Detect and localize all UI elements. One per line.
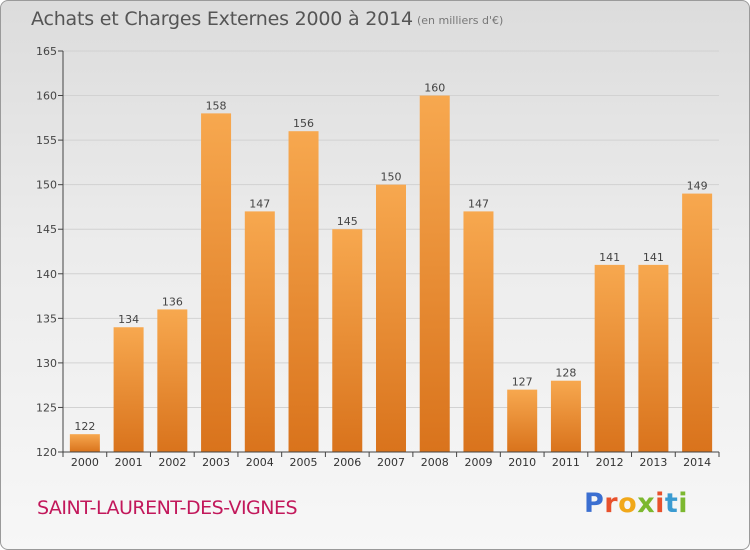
- data-label: 145: [337, 215, 358, 228]
- data-label: 141: [599, 251, 620, 264]
- bar: [113, 327, 144, 452]
- bar: [419, 95, 450, 453]
- y-tick-label: 135: [36, 312, 57, 325]
- y-tick-label: 155: [36, 134, 57, 147]
- bar: [244, 211, 275, 452]
- x-tick-label: 2013: [639, 456, 667, 469]
- data-label: 122: [74, 420, 95, 433]
- bar: [682, 193, 713, 453]
- y-tick-label: 145: [36, 223, 57, 236]
- bar: [463, 211, 494, 452]
- x-tick-label: 2010: [508, 456, 536, 469]
- logo-letter: i: [678, 488, 689, 519]
- chart-subtitle: (en milliers d'€): [417, 14, 504, 27]
- x-tick-label: 2005: [290, 456, 318, 469]
- x-tick-label: 2008: [421, 456, 449, 469]
- data-label: 128: [555, 367, 576, 380]
- data-label: 149: [687, 180, 708, 193]
- bar: [288, 131, 319, 452]
- logo-letter: r: [604, 488, 619, 519]
- y-tick-label: 120: [36, 446, 57, 459]
- data-label: 136: [162, 295, 183, 308]
- data-label: 141: [643, 251, 664, 264]
- x-tick-label: 2003: [202, 456, 230, 469]
- y-tick-label: 165: [36, 45, 57, 58]
- x-tick-label: 2014: [683, 456, 711, 469]
- data-label: 158: [206, 99, 227, 112]
- y-tick-label: 140: [36, 268, 57, 281]
- x-tick-label: 2012: [596, 456, 624, 469]
- data-label: 150: [381, 171, 402, 184]
- x-tick-label: 2011: [552, 456, 580, 469]
- data-label: 147: [468, 197, 489, 210]
- bar: [507, 389, 538, 452]
- bar: [376, 184, 406, 452]
- bar: [550, 380, 581, 452]
- bar: [594, 264, 625, 452]
- x-tick-label: 2001: [115, 456, 143, 469]
- x-tick-label: 2009: [464, 456, 492, 469]
- y-tick-label: 125: [36, 401, 57, 414]
- x-tick-label: 2002: [158, 456, 186, 469]
- data-label: 147: [249, 197, 270, 210]
- chart-title: Achats et Charges Externes 2000 à 2014: [31, 8, 413, 30]
- data-label: 160: [424, 82, 445, 95]
- x-tick-label: 2007: [377, 456, 405, 469]
- y-tick-label: 130: [36, 357, 57, 370]
- y-tick-label: 160: [36, 90, 57, 103]
- bar: [638, 264, 669, 452]
- x-tick-label: 2006: [333, 456, 361, 469]
- data-label: 127: [512, 376, 533, 389]
- logo-letter: o: [618, 488, 638, 519]
- bar: [69, 434, 100, 452]
- logo-letter: P: [584, 488, 605, 519]
- x-tick-label: 2004: [246, 456, 274, 469]
- bar: [332, 229, 363, 452]
- y-tick-label: 150: [36, 179, 57, 192]
- data-label: 134: [118, 313, 139, 326]
- x-tick-label: 2000: [71, 456, 99, 469]
- bar: [201, 113, 232, 452]
- data-label: 156: [293, 117, 314, 130]
- logo-letter: t: [664, 488, 679, 519]
- logo-letter: x: [637, 488, 656, 519]
- commune-name: SAINT-LAURENT-DES-VIGNES: [37, 497, 298, 519]
- bar: [157, 309, 188, 452]
- proxiti-logo[interactable]: Proxiti: [584, 488, 688, 519]
- logo-letter: i: [655, 488, 665, 519]
